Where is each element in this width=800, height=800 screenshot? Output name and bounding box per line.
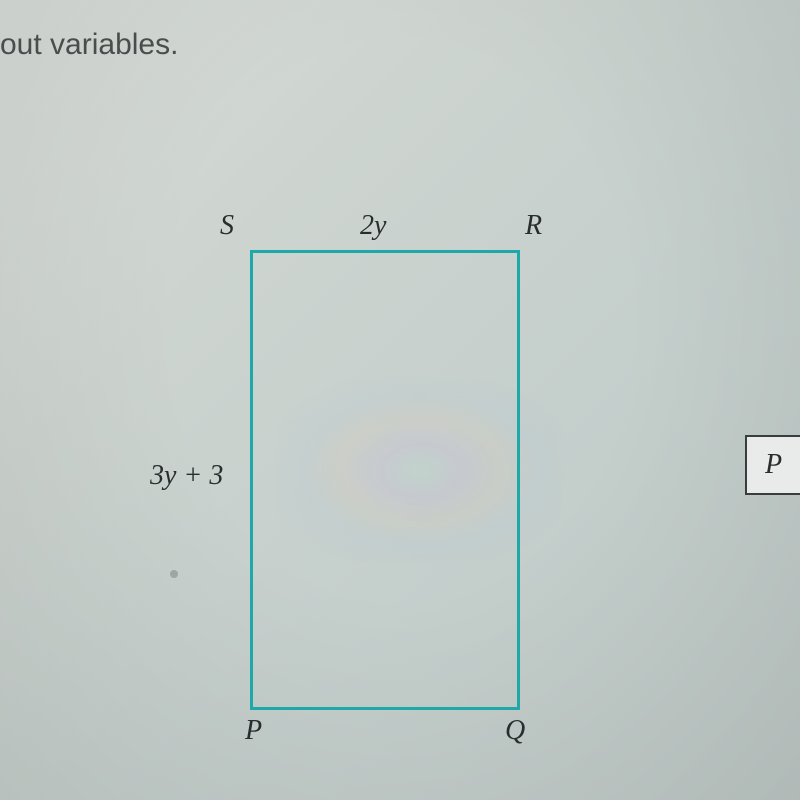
vertex-r: R bbox=[525, 210, 542, 242]
vertex-q: Q bbox=[505, 715, 525, 747]
answer-box-text: P bbox=[765, 449, 782, 481]
rectangle-shape bbox=[250, 250, 520, 710]
vertex-p: P bbox=[245, 715, 262, 747]
side-top: 2y bbox=[360, 210, 386, 242]
vertex-s: S bbox=[220, 210, 234, 242]
answer-box: P bbox=[745, 435, 800, 495]
diagram-container: S R P Q 2y 3y + 3 bbox=[250, 250, 520, 710]
side-left: 3y + 3 bbox=[150, 460, 223, 492]
header-fragment: out variables. bbox=[0, 28, 178, 62]
dust-speck bbox=[170, 570, 178, 578]
